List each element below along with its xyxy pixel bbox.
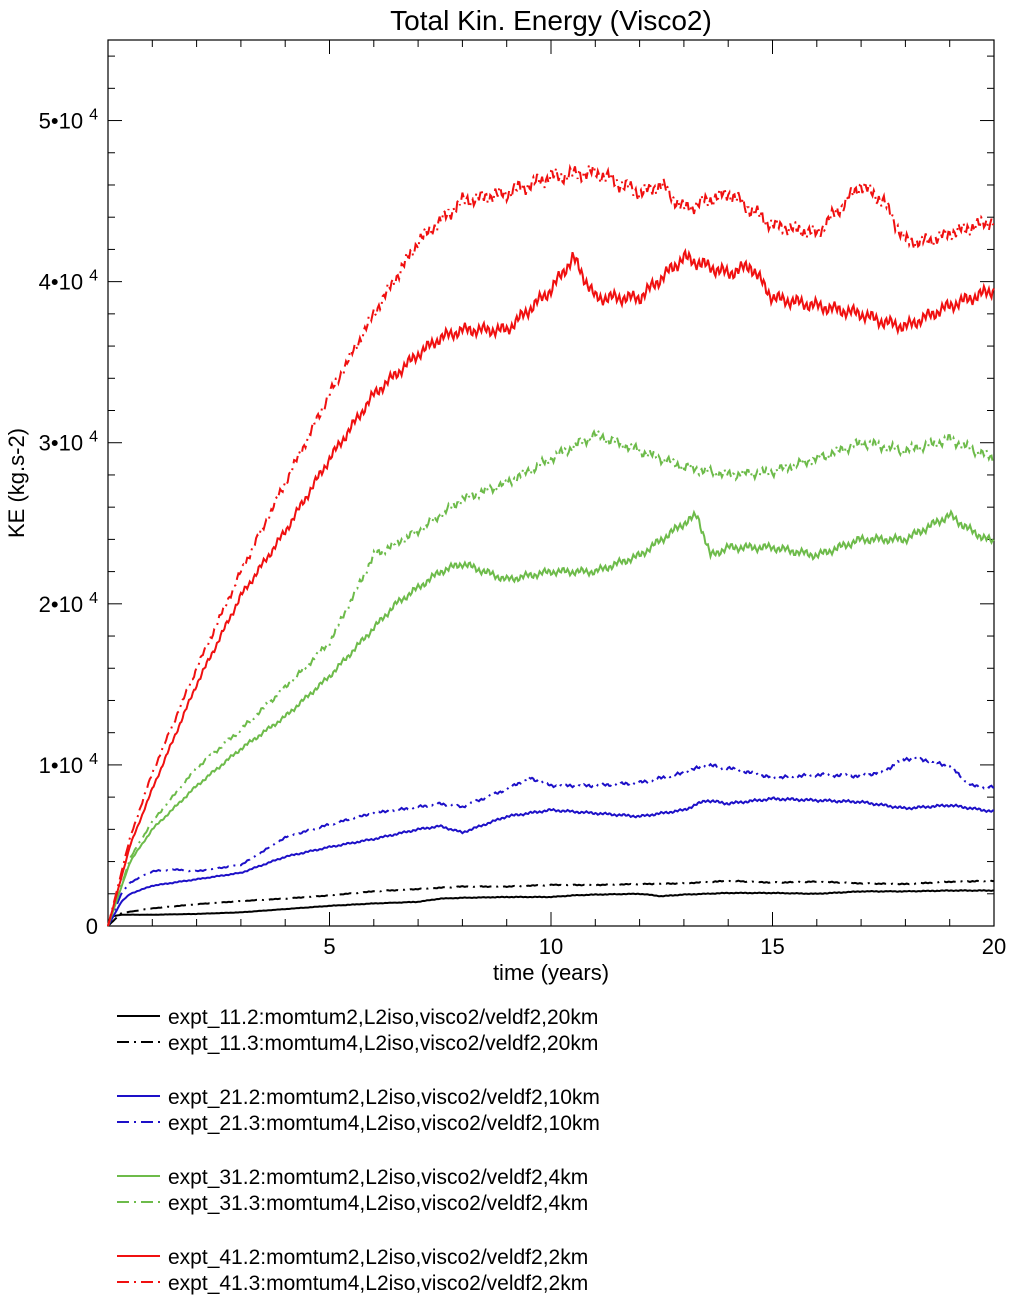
legend-label: expt_31.3:momtum4,L2iso,visco2/veldf2,4k… bbox=[168, 1192, 588, 1215]
y-tick-label: 1•10 4 bbox=[39, 751, 98, 778]
y-tick-labels: 0 1•10 4 2•10 4 3•10 4 4•10 4 5•10 4 bbox=[39, 107, 98, 939]
y-tick-label: 2•10 4 bbox=[39, 590, 98, 617]
y-tick-label: 0 bbox=[86, 914, 98, 939]
y-axis-label: KE (kg.s-2) bbox=[4, 428, 29, 538]
series-line bbox=[107, 756, 995, 927]
series-line bbox=[107, 796, 994, 927]
y-tick-label: 4•10 4 bbox=[39, 268, 98, 295]
x-tick-labels: 5 10 15 20 bbox=[323, 934, 1006, 959]
chart-title: Total Kin. Energy (Visco2) bbox=[390, 5, 712, 36]
series-line bbox=[107, 427, 995, 927]
legend-label: expt_21.2:momtum2,L2iso,visco2/veldf2,10… bbox=[168, 1086, 600, 1109]
plot-frame bbox=[107, 39, 995, 927]
x-tick-label: 20 bbox=[982, 934, 1006, 959]
x-tick-label: 15 bbox=[760, 934, 784, 959]
legend-label: expt_41.3:momtum4,L2iso,visco2/veldf2,2k… bbox=[168, 1272, 588, 1295]
x-axis-label: time (years) bbox=[493, 960, 609, 985]
x-tick-label: 5 bbox=[323, 934, 335, 959]
series-line bbox=[107, 889, 994, 927]
series-line bbox=[107, 879, 995, 927]
series-line bbox=[107, 163, 995, 927]
legend-label: expt_11.2:momtum2,L2iso,visco2/veldf2,20… bbox=[168, 1006, 598, 1029]
legend-label: expt_41.2:momtum2,L2iso,visco2/veldf2,2k… bbox=[168, 1246, 588, 1269]
series-line bbox=[107, 509, 995, 927]
legend-label: expt_21.3:momtum4,L2iso,visco2/veldf2,10… bbox=[168, 1112, 600, 1135]
y-tick-label: 3•10 4 bbox=[39, 429, 98, 456]
legend-label: expt_11.3:momtum4,L2iso,visco2/veldf2,20… bbox=[168, 1032, 598, 1055]
series-line bbox=[107, 247, 995, 927]
y-tick-label: 5•10 4 bbox=[39, 107, 98, 134]
x-tick-label: 10 bbox=[539, 934, 563, 959]
series-lines bbox=[107, 163, 995, 927]
legend: expt_11.2:momtum2,L2iso,visco2/veldf2,20… bbox=[117, 1006, 600, 1295]
axis-ticks bbox=[108, 40, 994, 926]
legend-label: expt_31.2:momtum2,L2iso,visco2/veldf2,4k… bbox=[168, 1166, 588, 1189]
